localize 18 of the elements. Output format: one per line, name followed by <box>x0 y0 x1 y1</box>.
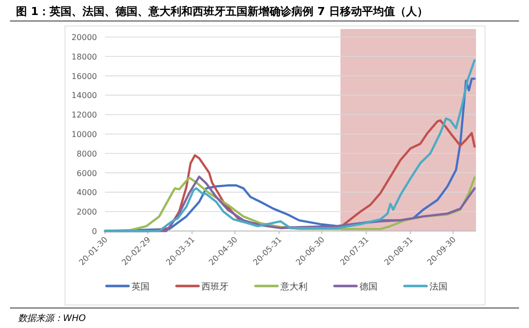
legend-label: 法国 <box>430 282 448 292</box>
y-tick-label: 12000 <box>72 110 97 120</box>
legend-label: 英国 <box>132 282 150 292</box>
source-note: 数据来源：WHO <box>18 313 86 324</box>
legend-label: 西班牙 <box>202 282 228 292</box>
y-tick-label: 6000 <box>76 168 97 178</box>
y-tick-label: 0 <box>92 227 97 236</box>
y-tick-label: 2000 <box>76 208 97 217</box>
y-tick-label: 8000 <box>76 149 97 158</box>
y-tick-label: 10000 <box>72 130 97 139</box>
y-tick-label: 14000 <box>72 91 97 100</box>
legend-label: 德国 <box>360 282 378 292</box>
y-tick-label: 16000 <box>72 72 97 81</box>
y-tick-label: 18000 <box>72 52 97 62</box>
legend-label: 意大利 <box>280 282 308 292</box>
y-tick-label: 4000 <box>76 188 97 198</box>
y-tick-label: 20000 <box>72 33 97 42</box>
chart-title: 图 1：英国、法国、德国、意大利和西班牙五国新增确诊病例 7 日移动平均值（人） <box>16 5 428 18</box>
